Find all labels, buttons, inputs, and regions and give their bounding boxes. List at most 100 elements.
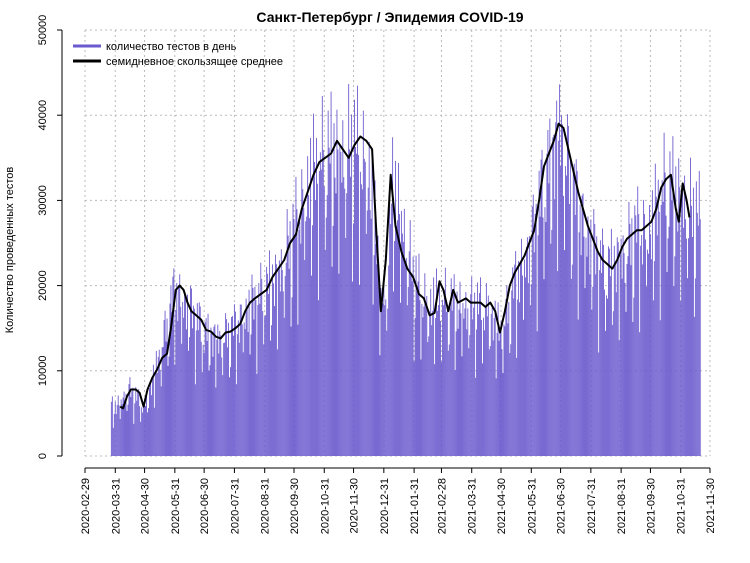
bar [139, 406, 141, 456]
bar [326, 195, 328, 456]
bar [113, 413, 115, 456]
bar [687, 278, 688, 456]
x-tick-label: 2020-07-31 [229, 478, 241, 534]
bar [666, 272, 668, 456]
moving-average-series [119, 122, 691, 410]
bar [128, 384, 130, 456]
bar [628, 201, 630, 456]
bar [395, 160, 396, 456]
bar [567, 125, 569, 456]
bar [403, 208, 405, 456]
bar [560, 166, 562, 456]
bar [511, 290, 513, 456]
bar [349, 149, 351, 457]
bar [409, 220, 411, 456]
bar [312, 225, 313, 456]
bar [314, 161, 315, 457]
bar [175, 310, 177, 456]
bar [618, 340, 620, 456]
bar [504, 326, 506, 456]
bar [534, 213, 536, 456]
bar [582, 193, 584, 457]
bar [165, 341, 167, 456]
bar [499, 328, 501, 456]
bar [156, 372, 158, 456]
bar [531, 206, 533, 456]
bar [518, 261, 520, 456]
bar [507, 323, 509, 456]
bar [682, 192, 684, 456]
bar [253, 319, 255, 456]
bar [550, 243, 552, 456]
bar [223, 343, 225, 456]
bar [227, 347, 229, 456]
bar [177, 321, 179, 456]
bar [565, 166, 566, 456]
bar [133, 423, 135, 456]
bar [630, 265, 632, 456]
x-tick-label: 2020-06-30 [199, 478, 211, 534]
bar [431, 325, 433, 456]
bar [590, 219, 592, 456]
bar [497, 302, 499, 456]
bar [524, 259, 525, 456]
bar [658, 211, 660, 456]
bar [307, 156, 309, 456]
bar [218, 353, 220, 456]
bar [394, 241, 396, 456]
bar [211, 332, 213, 456]
bar [561, 115, 563, 457]
bar [456, 291, 458, 456]
bar [581, 195, 583, 457]
bar [220, 335, 222, 456]
bar [271, 325, 272, 456]
bar [435, 318, 437, 456]
bar [140, 421, 142, 456]
bar [398, 162, 399, 456]
legend-label-tests: количество тестов в день [106, 41, 237, 53]
bar [401, 233, 403, 456]
bar [472, 319, 474, 456]
bar [553, 134, 555, 457]
bar [604, 289, 605, 456]
bar [672, 136, 674, 457]
bar [454, 370, 456, 456]
bar [343, 177, 345, 456]
bar [562, 124, 563, 457]
bar [486, 316, 488, 456]
bar [414, 318, 416, 456]
bar [259, 303, 261, 456]
bar [566, 114, 568, 457]
bar [110, 401, 112, 456]
bar [541, 149, 543, 456]
bar [185, 294, 187, 456]
bar [287, 235, 289, 456]
y-tick-label: 50000 [37, 15, 49, 46]
bar [170, 286, 172, 456]
bar [376, 264, 378, 456]
bar [589, 274, 591, 456]
bar [262, 311, 264, 456]
bar [547, 130, 549, 457]
bar [652, 300, 654, 456]
x-tick-label: 2020-02-29 [80, 478, 92, 534]
bar [484, 305, 486, 456]
bar [179, 274, 181, 456]
bar [603, 244, 604, 456]
y-tick-label: 30000 [37, 185, 49, 216]
bar [360, 184, 362, 457]
bar [607, 298, 608, 456]
bar [296, 209, 298, 456]
bar [428, 336, 430, 456]
bar [197, 330, 199, 456]
bar [446, 305, 448, 456]
bar [677, 231, 679, 456]
bar [457, 328, 459, 456]
bar [306, 216, 308, 456]
bar [690, 157, 691, 456]
x-tick-label: 2020-08-31 [260, 478, 272, 534]
bar [232, 335, 234, 456]
bar [372, 304, 374, 456]
bar [149, 381, 151, 456]
bar [617, 242, 619, 456]
